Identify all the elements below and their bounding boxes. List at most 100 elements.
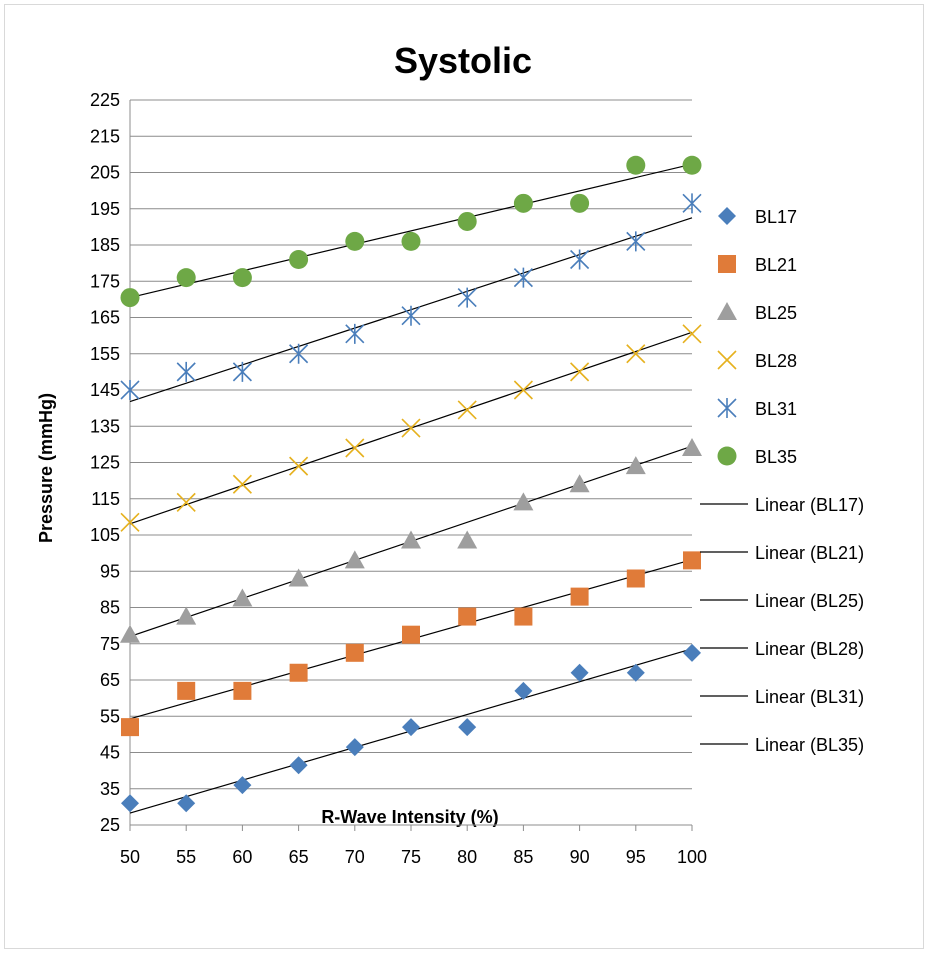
point-bl17 (233, 776, 252, 795)
x-tick-label: 50 (120, 847, 140, 867)
y-tick-label: 135 (90, 416, 120, 436)
y-tick-label: 95 (100, 561, 120, 581)
y-tick-label: 35 (100, 779, 120, 799)
grid-lines (130, 99, 692, 826)
x-tick-label: 90 (570, 847, 590, 867)
legend-label: Linear (BL17) (755, 495, 864, 515)
legend-label: BL17 (755, 207, 797, 227)
point-bl21 (570, 587, 589, 606)
point-bl31 (682, 193, 702, 214)
point-bl35 (570, 193, 590, 213)
axes (129, 100, 693, 831)
point-bl31 (457, 287, 477, 308)
legend: BL17 BL21 BL25 BL28 BL31 BL35 Linear (BL17) Lin… (700, 207, 864, 755)
point-bl35 (176, 268, 196, 288)
legend-marker-bl35 (717, 446, 737, 466)
point-bl17 (289, 756, 308, 775)
point-bl35 (513, 193, 533, 213)
point-bl35 (345, 231, 365, 251)
y-tick-label: 45 (100, 743, 120, 763)
point-bl35 (401, 231, 421, 251)
point-bl31 (176, 361, 196, 382)
point-bl17 (121, 794, 139, 813)
point-bl25 (682, 438, 702, 456)
legend-label: Linear (BL21) (755, 543, 864, 563)
point-bl31 (120, 380, 140, 400)
point-bl31 (401, 305, 421, 326)
legend-label: BL31 (755, 399, 797, 419)
y-tick-label: 85 (100, 598, 120, 618)
point-bl31 (345, 323, 365, 344)
point-bl31 (570, 249, 590, 270)
point-bl17 (345, 738, 364, 757)
point-bl25 (120, 624, 140, 643)
point-bl28 (232, 474, 252, 494)
legend-marker-bl25 (717, 302, 737, 320)
point-bl21 (233, 681, 252, 700)
x-tick-label: 60 (232, 847, 252, 867)
legend-label: Linear (BL25) (755, 591, 864, 611)
point-bl17 (626, 663, 645, 682)
x-tick-labels: 50 55 60 65 70 75 80 85 90 95 100 (120, 847, 707, 867)
y-tick-label: 155 (90, 344, 120, 364)
x-tick-label: 70 (345, 847, 365, 867)
point-bl35 (289, 250, 309, 269)
point-bl21 (289, 663, 308, 682)
point-bl21 (626, 569, 645, 588)
x-tick-label: 80 (457, 847, 477, 867)
point-bl35 (120, 288, 140, 308)
legend-label: BL25 (755, 303, 797, 323)
point-bl35 (457, 211, 477, 231)
point-bl17 (683, 643, 701, 662)
y-tick-label: 165 (90, 308, 120, 328)
point-bl28 (120, 512, 140, 532)
point-bl28 (401, 418, 421, 438)
point-bl25 (569, 474, 590, 493)
point-bl25 (288, 568, 309, 587)
point-bl21 (345, 643, 364, 662)
legend-marker-bl31 (717, 398, 737, 418)
point-bl21 (458, 607, 477, 626)
point-bl31 (626, 231, 646, 252)
y-tick-label: 105 (90, 525, 120, 545)
y-tick-label: 115 (91, 489, 120, 509)
y-tick-label: 145 (90, 380, 120, 400)
point-bl25 (232, 588, 253, 607)
point-bl21 (177, 681, 196, 700)
point-bl17 (177, 794, 196, 813)
point-bl21 (514, 607, 533, 626)
point-bl25 (457, 530, 478, 549)
point-bl35 (626, 155, 646, 175)
point-bl31 (232, 361, 252, 382)
chart-title: Systolic (394, 40, 532, 81)
point-bl25 (401, 530, 421, 549)
point-bl28 (570, 362, 590, 382)
legend-label: Linear (BL31) (755, 687, 864, 707)
legend-marker-bl17 (718, 207, 736, 225)
point-bl25 (625, 456, 646, 475)
y-tick-label: 205 (90, 163, 120, 183)
y-tick-label: 215 (90, 126, 120, 146)
legend-label: Linear (BL28) (755, 639, 864, 659)
x-tick-label: 55 (176, 847, 196, 867)
trendlines (129, 163, 693, 814)
y-tick-label: 185 (90, 235, 120, 255)
point-bl21 (402, 625, 420, 644)
data-points (120, 155, 702, 813)
point-bl25 (176, 606, 197, 625)
y-tick-label: 125 (90, 453, 120, 473)
point-bl28 (457, 400, 477, 420)
legend-label: BL21 (755, 255, 797, 275)
point-bl28 (513, 380, 533, 400)
legend-label: BL28 (755, 351, 797, 371)
y-tick-label: 195 (90, 199, 120, 219)
x-tick-label: 65 (289, 847, 309, 867)
chart-frame (4, 4, 924, 949)
x-tick-label: 100 (677, 847, 707, 867)
legend-marker-bl28 (717, 350, 737, 370)
point-bl35 (232, 268, 252, 288)
y-tick-label: 25 (100, 815, 120, 835)
point-bl17 (570, 663, 589, 682)
point-bl31 (513, 267, 533, 288)
x-tick-label: 95 (626, 847, 646, 867)
